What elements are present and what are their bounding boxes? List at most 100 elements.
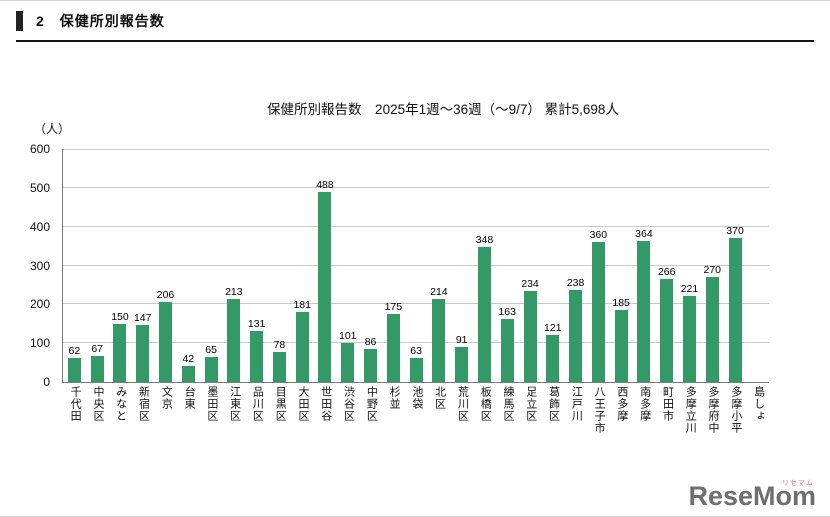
bar-value-label: 163 (498, 306, 516, 318)
bar (67, 358, 81, 382)
bar-column: 91 (450, 149, 473, 382)
x-axis-category-label: 文京 (160, 386, 173, 410)
y-tick-label: 400 (29, 220, 50, 234)
x-axis-category-label: 多摩小平 (729, 386, 742, 434)
plot-area (62, 149, 769, 383)
bar-column: 364 (633, 149, 656, 382)
x-axis-category-label: 荒川区 (456, 386, 469, 422)
bar-value-label: 348 (475, 234, 494, 246)
bar-value-label: 488 (316, 179, 334, 191)
bar-value-label: 206 (156, 289, 175, 301)
bar-column: 181 (291, 149, 314, 382)
bar (523, 291, 537, 382)
x-axis-labels: 千代田 中央区 みなと 新宿区 文京 台東 墨田区 江東区 品川区 目黒区 大田区 世田谷 渋谷区 中野区… (63, 386, 769, 434)
x-axis-category-label: 目黒区 (274, 386, 287, 422)
y-axis-unit-label: （人） (34, 122, 71, 136)
bar (181, 366, 195, 382)
bar-column: 238 (564, 149, 587, 382)
x-axis-category-label: 島しょ (752, 386, 765, 422)
bar-column: 150 (109, 149, 132, 382)
bar-value-label: 150 (111, 311, 129, 323)
bar-value-label: 147 (133, 312, 152, 324)
x-axis-category-label: 江戸川 (570, 386, 583, 422)
bar-column: 86 (359, 149, 382, 382)
bar (136, 325, 150, 382)
bar-value-label: 238 (566, 277, 585, 289)
x-axis-category-label: 西多摩 (615, 386, 628, 422)
bar-column: 62 (63, 149, 86, 382)
bar-column (746, 149, 769, 382)
y-tick-label: 0 (43, 375, 50, 389)
bar (637, 241, 651, 382)
bar-value-label: 364 (635, 228, 653, 240)
x-axis-category-label: 中央区 (91, 386, 104, 422)
x-axis-category-label: みなと (114, 386, 127, 422)
gridline (63, 149, 769, 150)
gridline (63, 265, 769, 266)
gridline (63, 226, 769, 227)
watermark-logo-text: ReseMom (688, 481, 816, 511)
bar-column: 185 (610, 149, 633, 382)
section-title: 2 保健所別報告数 (36, 13, 165, 29)
bar (386, 314, 400, 382)
bar (705, 277, 719, 382)
x-axis-category-label: 世田谷 (319, 386, 332, 422)
bar (591, 242, 605, 382)
x-axis-category-label: 北区 (433, 386, 446, 410)
bar (569, 290, 583, 382)
x-axis-category-label: 渋谷区 (342, 386, 355, 422)
resemom-watermark: リセマム ReseMom (688, 480, 816, 512)
bar-value-label: 121 (544, 322, 562, 334)
bar (546, 335, 560, 382)
bar (227, 299, 241, 382)
bar-column: 131 (245, 149, 268, 382)
bar (364, 349, 378, 382)
x-axis-category-label: 町田市 (661, 386, 674, 422)
x-axis-category-label: 板橋区 (479, 386, 492, 422)
bar (614, 310, 628, 382)
x-axis-category-label: 台東 (183, 386, 196, 410)
chart-title: 保健所別報告数 2025年1週～36週（～9/7） 累計5,698人 (267, 102, 619, 117)
bar-value-label: 175 (384, 301, 403, 313)
x-axis-category-label: 多摩立川 (684, 386, 697, 434)
bar-column: 221 (678, 149, 701, 382)
bar-value-label: 234 (521, 278, 539, 290)
section-header: 2 保健所別報告数 (16, 11, 814, 42)
bar-value-label: 86 (364, 336, 377, 348)
bar-column: 65 (200, 149, 223, 382)
bar (409, 358, 423, 382)
bar (113, 324, 127, 382)
bar-column: 42 (177, 149, 200, 382)
bar-column: 101 (336, 149, 359, 382)
bar-value-label: 221 (680, 283, 699, 295)
bar-value-label: 213 (225, 286, 243, 298)
x-axis-category-label: 千代田 (69, 386, 82, 422)
bar-column: 234 (519, 149, 542, 382)
x-axis-category-label: 中野区 (365, 386, 378, 422)
bar-value-label: 78 (273, 339, 286, 351)
x-axis-category-label: 池袋 (410, 386, 423, 410)
bar-column: 270 (701, 149, 724, 382)
bar-value-label: 370 (726, 225, 744, 237)
bar (455, 347, 469, 382)
x-axis-category-label: 江東区 (228, 386, 241, 422)
bar (250, 331, 264, 382)
x-axis-category-label: 大田区 (296, 386, 309, 422)
y-axis-tick-labels: 0 100 200 300 400 500 600 (0, 142, 58, 389)
x-axis-category-label: 南多摩 (638, 386, 651, 422)
bar-value-label: 181 (293, 299, 311, 311)
y-tick-label: 500 (29, 181, 50, 195)
bar-column: 360 (587, 149, 610, 382)
x-axis-category-label: 八王子市 (593, 386, 606, 434)
bar (295, 312, 309, 382)
bar (272, 352, 286, 382)
bar (341, 343, 355, 382)
bar-value-label: 101 (339, 330, 357, 342)
bar-value-label: 67 (91, 343, 104, 355)
bar (90, 356, 104, 382)
y-tick-label: 100 (29, 336, 50, 350)
bar (660, 279, 674, 382)
x-axis-category-label: 品川区 (251, 386, 264, 422)
x-axis-category-label: 墨田区 (205, 386, 218, 422)
